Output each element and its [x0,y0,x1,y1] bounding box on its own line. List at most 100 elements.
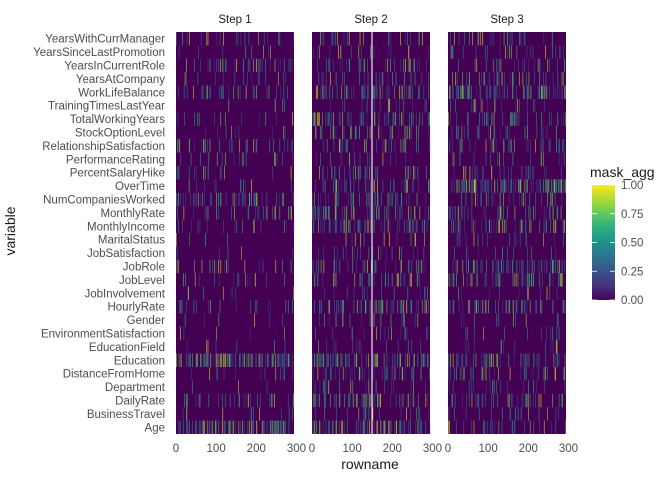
heatmap-cell [387,192,388,207]
heatmap-cell [544,380,545,394]
heatmap-cell [546,259,547,274]
heatmap-cell [383,353,385,367]
heatmap-cell [551,259,553,274]
heatmap-cell [259,259,261,274]
heatmap-cell [180,420,181,434]
heatmap-cell [388,139,390,153]
heatmap-cell [476,300,477,314]
heatmap-cell [486,99,488,113]
heatmap-cell [519,179,520,193]
heatmap-cell [195,420,196,434]
heatmap-cell [543,32,545,46]
y-tick-label: EducationField [89,342,165,354]
heatmap-cell [421,300,423,314]
heatmap-cell [561,179,562,193]
heatmap-cell [330,353,331,367]
heatmap-cell [238,32,239,46]
heatmap-cell [358,72,360,86]
heatmap-cell [492,112,493,126]
heatmap-cell [456,353,457,367]
heatmap-cell [244,32,246,46]
heatmap-cell [520,367,522,381]
heatmap-cell [457,233,459,247]
heatmap-cell [549,206,551,220]
heatmap-cell [465,407,467,421]
heatmap-cell [475,99,476,113]
heatmap-cell [340,300,342,314]
heatmap-cell [346,58,347,73]
heatmap-cell [397,206,399,220]
heatmap-cell [456,367,457,381]
heatmap-cell [385,112,387,126]
heatmap-cell [410,233,412,247]
heatmap-cell [284,273,285,287]
heatmap-cell [276,420,277,434]
heatmap-cell [330,72,331,86]
heatmap-cell [419,273,420,287]
heatmap-cell [452,85,454,99]
heatmap-cell [513,112,515,126]
heatmap-cell [386,206,388,220]
heatmap-cell [514,139,515,153]
heatmap-cell [348,32,350,46]
heatmap-cell [283,139,285,153]
heatmap-cell [374,393,376,408]
heatmap-cell [468,300,469,314]
heatmap-cell [352,380,354,394]
heatmap-cell [545,367,546,381]
heatmap-cell [291,139,293,153]
legend-tick-label: 1.00 [621,180,643,192]
heatmap-cell [413,393,415,408]
heatmap-cell [282,313,283,327]
heatmap-cell [512,273,513,287]
heatmap-cell [428,179,429,193]
heatmap-cell [555,420,557,434]
heatmap-cell [565,353,566,367]
heatmap-cell [201,353,202,367]
y-tick-label: StockOptionLevel [75,128,165,140]
heatmap-cell [465,340,467,354]
heatmap-cell [329,45,331,59]
heatmap-cell [314,273,315,287]
heatmap-cell [399,246,400,260]
heatmap-cell [283,72,284,86]
heatmap-cell [486,420,488,434]
heatmap-cell [489,380,491,394]
heatmap-cell [516,112,518,126]
heatmap-cell [423,286,425,300]
heatmap-cell [198,45,200,59]
heatmap-cell [505,300,507,314]
heatmap-cell [232,353,234,367]
heatmap-cell [403,273,405,287]
heatmap-cell [354,233,356,247]
heatmap-cell [478,72,480,86]
heatmap-cell [555,45,556,59]
heatmap-cell [486,233,488,247]
heatmap-cell [204,353,205,367]
heatmap-cell [462,259,463,274]
legend-title: mask_agg [590,164,655,180]
heatmap-cell [563,139,565,153]
heatmap-cell [333,259,334,274]
heatmap-cell [515,407,516,421]
heatmap-cell [260,219,262,233]
heatmap-cell [322,219,323,233]
heatmap-cell [385,246,387,260]
heatmap-cell [344,72,345,86]
heatmap-cell [180,300,181,314]
heatmap-cell [366,420,368,434]
heatmap-cell [426,300,427,314]
heatmap-cell [501,206,502,220]
heatmap-cell [483,179,485,193]
heatmap-cell [204,139,205,153]
heatmap-cell [557,112,559,126]
heatmap-cell [448,407,449,421]
heatmap-cell [424,219,425,233]
heatmap-cell [237,273,238,287]
heatmap-cell [537,367,539,381]
heatmap-cell [462,72,463,86]
heatmap-cell [409,219,411,233]
x-tick-label: 300 [287,443,306,455]
heatmap-cell [564,380,566,394]
y-axis-title: variable [2,206,18,255]
